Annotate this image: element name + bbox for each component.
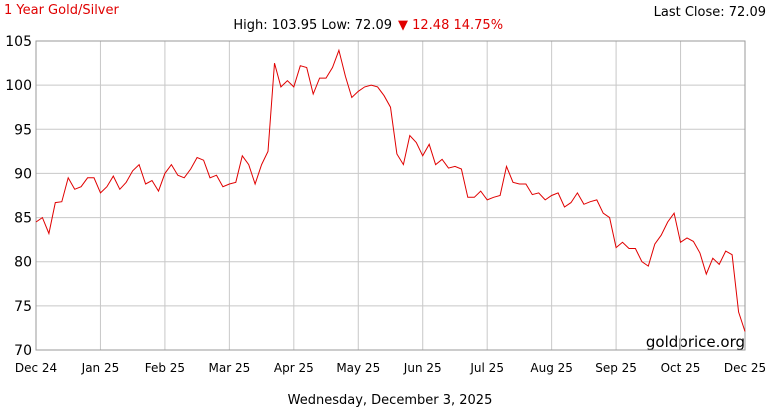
y-tick-label: 80	[14, 255, 32, 271]
plot-frame	[35, 40, 746, 351]
subtitle: High: 103.95 Low: 72.09	[233, 18, 392, 33]
x-tick-label: Feb 25	[145, 361, 185, 375]
last-close: Last Close: 72.09	[654, 5, 766, 20]
x-tick-label: Dec 24	[15, 361, 57, 375]
x-tick-label: Jun 25	[403, 361, 442, 375]
y-tick-label: 100	[5, 78, 32, 94]
chart-title: 1 Year Gold/Silver	[4, 3, 119, 18]
watermark: goldprice.org	[646, 333, 745, 351]
date: Wednesday, December 3, 2025	[288, 393, 493, 408]
x-tick-label: Sep 25	[595, 361, 637, 375]
x-tick-label: Jan 25	[81, 361, 120, 375]
x-tick-label: May 25	[336, 361, 380, 375]
y-tick-label: 95	[14, 122, 32, 138]
x-tick-label: Dec 25	[724, 361, 766, 375]
change: ▼ 12.48 14.75%	[398, 18, 503, 33]
x-tick-label: Oct 25	[661, 361, 701, 375]
y-tick-label: 105	[5, 34, 32, 50]
x-tick-label: Apr 25	[274, 361, 314, 375]
y-tick-label: 75	[14, 299, 32, 315]
x-tick-label: Jul 25	[469, 361, 504, 375]
y-tick-label: 90	[14, 166, 32, 182]
x-tick-label: Aug 25	[530, 361, 573, 375]
x-tick-label: Mar 25	[208, 361, 250, 375]
data-line	[35, 48, 746, 332]
y-tick-label: 70	[14, 343, 32, 359]
y-tick-label: 85	[14, 211, 32, 227]
